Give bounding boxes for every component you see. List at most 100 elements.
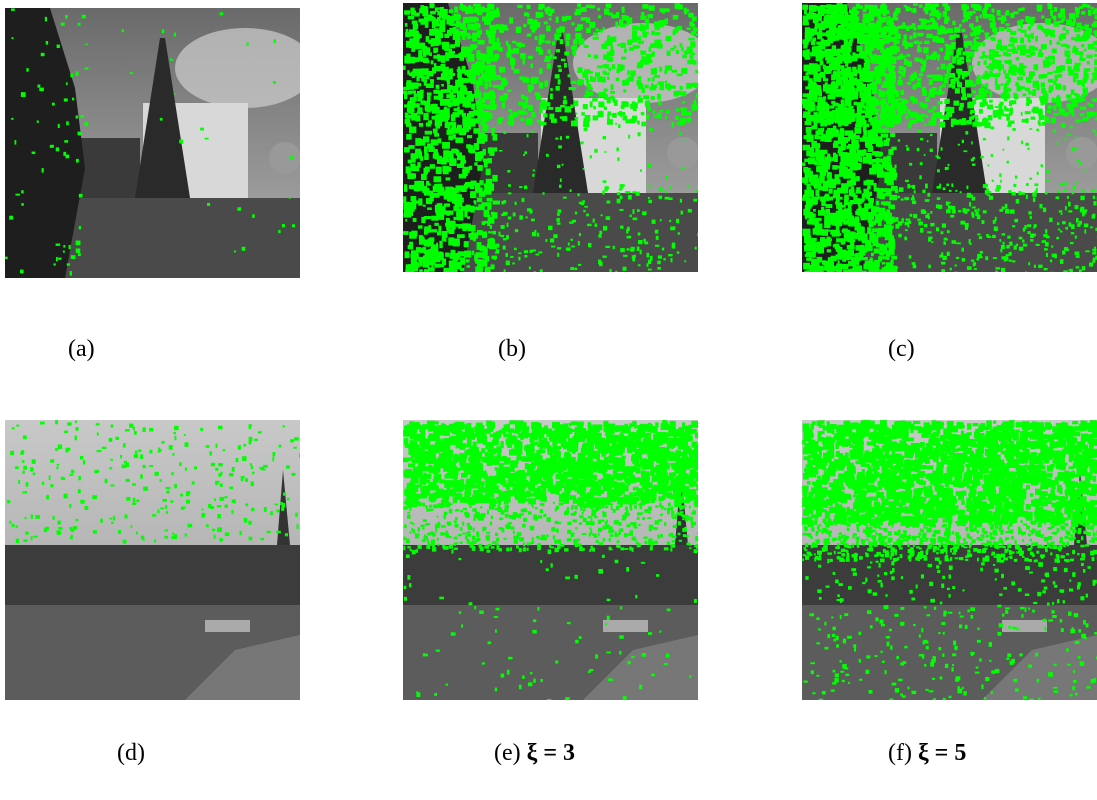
detected-point	[439, 90, 443, 97]
detected-point	[886, 48, 890, 53]
detected-point	[624, 48, 627, 52]
detected-point	[1017, 20, 1023, 25]
detected-point	[885, 228, 892, 236]
detected-point	[425, 76, 429, 78]
detected-point	[1075, 120, 1081, 123]
detected-point	[575, 33, 581, 39]
detected-point	[888, 225, 891, 229]
detected-point	[960, 103, 964, 108]
detected-point	[217, 527, 222, 532]
detected-point	[980, 156, 983, 158]
detected-point	[418, 94, 422, 100]
detected-point	[64, 140, 68, 143]
detected-point	[39, 88, 44, 91]
detected-point	[1021, 192, 1025, 194]
detected-point	[1022, 239, 1024, 242]
detected-point	[249, 440, 252, 444]
detected-point	[693, 199, 697, 202]
detected-point	[676, 108, 679, 111]
detected-point	[264, 507, 267, 512]
detected-point	[506, 52, 511, 58]
detected-point	[525, 216, 527, 218]
detected-point	[446, 114, 450, 120]
detected-point	[1054, 21, 1060, 27]
detected-point	[270, 512, 273, 515]
detected-point	[299, 453, 300, 457]
detected-point	[1029, 75, 1033, 79]
detected-point	[1083, 35, 1088, 39]
detected-point	[653, 110, 656, 114]
detected-point	[936, 204, 940, 208]
detected-point	[508, 216, 511, 219]
detected-point	[578, 264, 581, 266]
detected-point	[1022, 66, 1026, 69]
detected-point	[1012, 225, 1015, 227]
detected-point	[845, 216, 849, 220]
detected-point	[816, 116, 819, 121]
detected-point	[1024, 33, 1026, 37]
detected-point	[53, 516, 55, 520]
detected-point	[868, 146, 874, 153]
detected-point	[120, 455, 122, 458]
detected-point	[97, 433, 99, 436]
detected-point	[476, 143, 479, 150]
detected-point	[962, 258, 965, 261]
detected-point	[550, 238, 554, 242]
detected-point	[409, 57, 415, 64]
detected-point	[482, 249, 485, 251]
detected-point	[627, 248, 630, 250]
detected-point	[1041, 44, 1047, 49]
detected-point	[917, 42, 920, 44]
detected-point	[944, 99, 949, 104]
detected-point	[829, 119, 835, 122]
detected-point	[633, 218, 638, 221]
detected-point	[467, 265, 471, 267]
detected-point	[553, 56, 557, 59]
detected-point	[201, 509, 203, 511]
detected-point	[840, 128, 844, 134]
detected-point	[286, 465, 290, 468]
detected-point	[571, 22, 574, 25]
detected-point	[539, 35, 545, 39]
detected-point	[677, 251, 680, 253]
detected-point	[962, 19, 965, 22]
detected-point	[405, 219, 407, 222]
detected-point	[926, 4, 929, 10]
detected-point	[691, 31, 695, 35]
detected-point	[1080, 97, 1083, 102]
detected-point	[1081, 11, 1085, 14]
detected-point	[936, 13, 942, 18]
detected-point	[1081, 44, 1084, 47]
detected-point	[924, 124, 927, 126]
detected-point	[506, 261, 510, 266]
detected-point	[925, 184, 928, 189]
detected-point	[681, 111, 687, 116]
detected-point	[684, 260, 686, 262]
detected-point	[637, 121, 640, 125]
detected-point	[920, 138, 923, 141]
detected-point	[578, 241, 580, 246]
detected-point	[434, 184, 442, 191]
detected-point	[1092, 252, 1096, 255]
detected-point	[423, 262, 429, 267]
detected-point	[660, 84, 664, 90]
detected-point	[505, 253, 507, 257]
detected-point	[1060, 231, 1063, 233]
detected-point	[574, 120, 578, 126]
detected-point	[687, 185, 690, 187]
detected-point	[649, 5, 655, 10]
detected-point	[295, 513, 297, 517]
detected-point	[122, 29, 124, 32]
detected-point	[1071, 232, 1074, 234]
detected-point	[555, 74, 560, 78]
detected-point	[1092, 215, 1095, 219]
detected-point	[220, 483, 223, 486]
detected-point	[617, 192, 620, 195]
detected-point	[563, 96, 566, 99]
detected-point	[1038, 265, 1042, 268]
detected-point	[979, 109, 983, 114]
detected-point	[535, 254, 539, 256]
detected-point	[851, 25, 859, 32]
detected-point	[75, 427, 78, 431]
detected-point	[436, 85, 440, 89]
